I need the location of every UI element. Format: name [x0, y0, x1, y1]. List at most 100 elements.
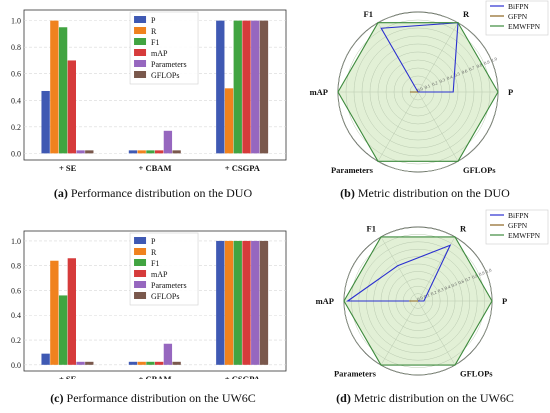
bar-f1-csgpa — [233, 20, 242, 154]
y-tick-label: 1.0 — [11, 237, 21, 246]
caption-d: (d) Metric distribution on the UW6C — [300, 391, 550, 406]
bar-chart-duo: 0.0 0.2 0.4 0.6 0.8 1.0 + SE + CBAM + CSGPA PR F1 m… — [11, 9, 287, 173]
radar-r-tick-label: 0.4 — [446, 74, 454, 81]
bar-r-se — [50, 260, 59, 365]
radar-r-tick-label: 0.0 — [417, 295, 425, 302]
bar-p-csgpa — [216, 20, 225, 154]
caption-b-text: Metric distribution on the DUO — [354, 186, 510, 200]
bar-r-csgpa — [224, 88, 234, 154]
y-tick-label: 0.8 — [11, 262, 21, 271]
x-tick-label: + CSGPA — [225, 163, 261, 173]
radar-axis-label-map: mAP — [316, 296, 334, 306]
radar-r-tick-label: 0.6 — [461, 68, 469, 75]
legend-swatch-map — [134, 270, 147, 277]
radar-axis-label-parameters: Parameters — [334, 369, 377, 379]
legend-swatch-parameters — [134, 60, 147, 67]
legend-swatch-r — [134, 248, 147, 255]
bar-gflops-csgpa — [259, 240, 269, 365]
radar-series-emwfpn — [343, 236, 493, 366]
radar-spoke — [377, 91, 419, 162]
bar-p-se — [41, 353, 50, 365]
legend-label-gflops: GFLOPs — [151, 71, 179, 80]
radar-r-tick-label: 0.9 — [478, 270, 486, 277]
bar-f1-cbam — [146, 361, 155, 365]
legend-label-r: R — [151, 27, 157, 36]
radar-axis-label-r: R — [460, 223, 467, 233]
legend-swatch-p — [134, 16, 147, 23]
caption-d-label: (d) — [336, 391, 351, 405]
bar-gflops-csgpa — [259, 20, 269, 154]
legend-label-map: mAP — [151, 49, 168, 58]
radar-legend-label-gfpn: GFPN — [508, 12, 528, 21]
bar-p-cbam — [128, 361, 138, 365]
radar-r-tick-label: 0.2 — [430, 290, 437, 297]
x-tick-label: + SE — [59, 374, 77, 379]
legend-label-parameters: Parameters — [151, 60, 187, 69]
radar-legend-label-bifpn: BiFPN — [508, 211, 529, 220]
radar-spoke — [380, 236, 419, 302]
radar-r-tick-label: 0.3 — [439, 77, 447, 84]
legend-label-r: R — [151, 248, 157, 257]
radar-axis-label-map: mAP — [310, 87, 328, 97]
legend-label-map: mAP — [151, 270, 168, 279]
radar-r-tick-label: 0.1 — [424, 83, 431, 90]
radar-r-tick-label: 0.7 — [465, 275, 473, 282]
radar-r-tick-label: 0.6 — [458, 278, 466, 285]
radar-legend-box — [485, 209, 549, 245]
bar-f1-se — [58, 295, 68, 365]
legend-label-f1: F1 — [151, 259, 159, 268]
legend-swatch-p — [134, 237, 147, 244]
caption-a-label: (a) — [53, 186, 68, 200]
x-tick-label: + CBAM — [139, 374, 172, 379]
radar-series-bifpn — [345, 244, 452, 302]
radar-axis-label-gflops: GFLOPs — [463, 165, 496, 175]
radar-axis-label-gflops: GFLOPs — [460, 369, 493, 379]
legend-swatch-f1 — [134, 259, 147, 266]
radar-spoke — [380, 300, 419, 366]
legend-swatch-r — [134, 27, 147, 34]
bar-r-csgpa — [224, 240, 234, 365]
bar-f1-se — [58, 27, 68, 154]
bar-p-se — [41, 90, 50, 154]
y-tick-label: 0.6 — [11, 70, 21, 79]
y-tick-label: 0.4 — [11, 311, 21, 320]
bar-r-cbam — [137, 361, 146, 365]
legend-swatch-parameters — [134, 281, 147, 288]
bar-parameters-cbam — [163, 130, 173, 154]
radar-r-tick-label: 0.3 — [437, 287, 445, 294]
bar-r-se — [50, 20, 59, 154]
bar-map-cbam — [155, 361, 164, 365]
radar-r-tick-label: 0.5 — [454, 71, 462, 78]
bar-gflops-se — [85, 361, 94, 365]
radar-r-tick-label: 0.8 — [471, 273, 479, 280]
bar-parameters-csgpa — [251, 20, 260, 154]
radar-spoke — [417, 300, 456, 366]
bar-parameters-se — [76, 150, 85, 154]
radar-axis-label-p: P — [508, 87, 513, 97]
radar-r-tick-label: 0.4 — [444, 284, 452, 291]
legend-label-parameters: Parameters — [151, 281, 187, 290]
caption-b-label: (b) — [340, 186, 355, 200]
x-tick-label: + SE — [59, 163, 77, 173]
legend-label-p: P — [151, 16, 156, 25]
bar-gflops-se — [85, 150, 94, 154]
caption-c-text: Performance distribution on the UW6C — [63, 391, 256, 405]
y-tick-label: 0.0 — [11, 149, 21, 158]
bar-map-csgpa — [242, 240, 251, 365]
radar-axis-label-r: R — [463, 9, 470, 19]
caption-c-label: (c) — [50, 391, 64, 405]
caption-d-text: Metric distribution on the UW6C — [350, 391, 514, 405]
radar-r-tick-label: 1.0 — [491, 56, 499, 63]
radar-r-tick-label: 1.0 — [485, 267, 493, 274]
bar-chart-uw6c: 0.0 0.2 0.4 0.6 0.8 1.0 + SE + CBAM + CSGPA PR F1 m… — [11, 230, 287, 379]
radar-legend-label-emwfpn: EMWFPN — [508, 22, 541, 31]
radar-r-tick-label: 0.5 — [451, 281, 459, 288]
legend-swatch-gflops — [134, 292, 147, 299]
y-tick-label: 0.8 — [11, 43, 21, 52]
bar-gflops-cbam — [172, 150, 181, 154]
bar-map-cbam — [155, 150, 164, 154]
bar-parameters-csgpa — [251, 240, 260, 365]
bar-map-se — [67, 60, 76, 154]
